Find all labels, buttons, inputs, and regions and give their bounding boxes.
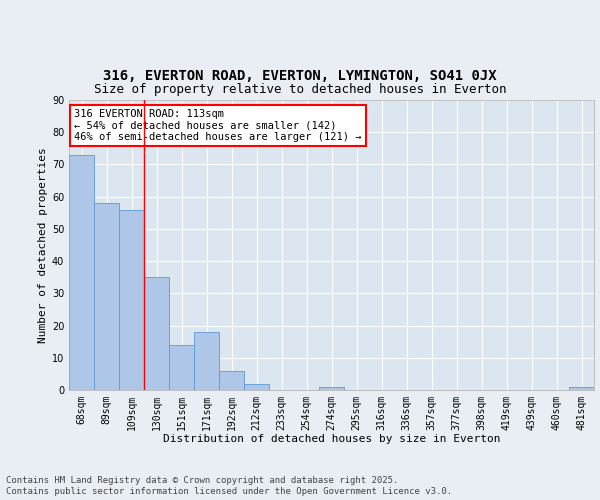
Bar <box>94 203 119 390</box>
Bar <box>244 384 269 390</box>
Text: 316 EVERTON ROAD: 113sqm
← 54% of detached houses are smaller (142)
46% of semi-: 316 EVERTON ROAD: 113sqm ← 54% of detach… <box>74 108 362 142</box>
Bar <box>219 370 244 390</box>
Bar <box>319 387 344 390</box>
Bar <box>119 210 144 390</box>
Text: Contains HM Land Registry data © Crown copyright and database right 2025.: Contains HM Land Registry data © Crown c… <box>6 476 398 485</box>
X-axis label: Distribution of detached houses by size in Everton: Distribution of detached houses by size … <box>163 434 500 444</box>
Bar <box>144 277 169 390</box>
Text: 316, EVERTON ROAD, EVERTON, LYMINGTON, SO41 0JX: 316, EVERTON ROAD, EVERTON, LYMINGTON, S… <box>103 68 497 82</box>
Text: Contains public sector information licensed under the Open Government Licence v3: Contains public sector information licen… <box>6 487 452 496</box>
Bar <box>169 345 194 390</box>
Bar <box>194 332 219 390</box>
Text: Size of property relative to detached houses in Everton: Size of property relative to detached ho… <box>94 83 506 96</box>
Bar <box>569 387 594 390</box>
Bar <box>69 155 94 390</box>
Y-axis label: Number of detached properties: Number of detached properties <box>38 147 47 343</box>
